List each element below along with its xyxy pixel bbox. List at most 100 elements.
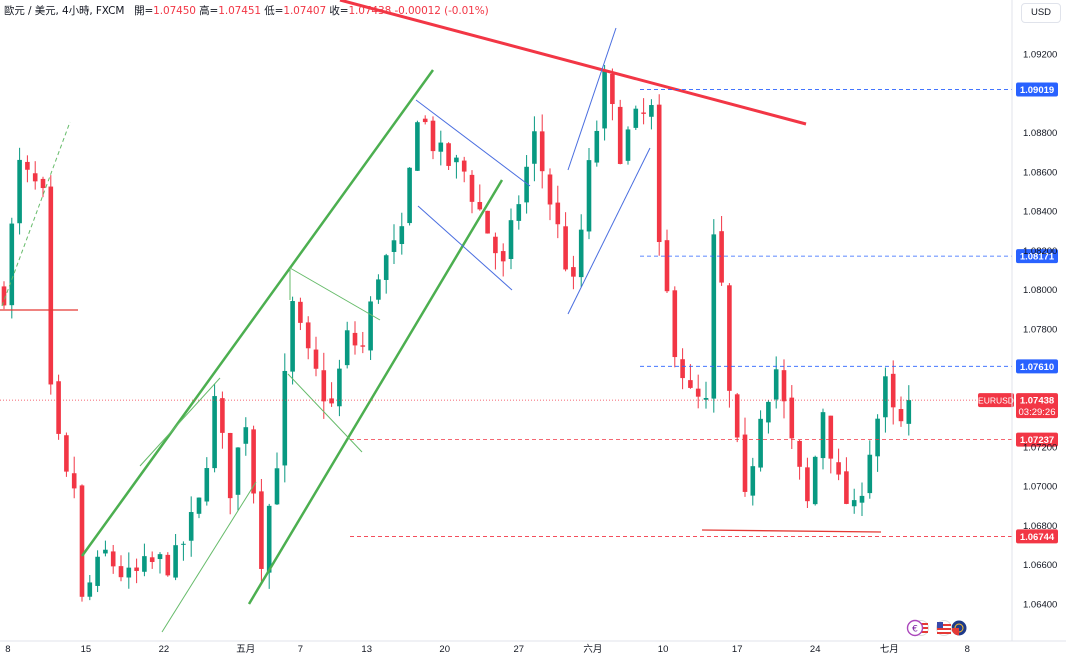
candle	[469, 170, 475, 214]
svg-text:€: €	[912, 625, 918, 635]
candle	[555, 185, 561, 239]
level-price-tag	[1016, 82, 1058, 97]
time-tick-label: 15	[81, 644, 92, 655]
eu-flag-icon[interactable]: €	[906, 619, 924, 637]
candle	[79, 484, 85, 602]
candle	[103, 540, 108, 557]
inner-channel-upper[interactable]	[139, 377, 221, 467]
time-tick-label: 17	[732, 644, 743, 655]
blue-wedge-lower[interactable]	[417, 205, 513, 291]
candle	[204, 457, 210, 506]
drawings	[0, 0, 882, 633]
candle	[165, 552, 171, 577]
candle	[664, 229, 670, 293]
low-label: 低=	[264, 5, 284, 17]
candle	[820, 408, 826, 470]
price-tick-label: 1.06600	[1023, 560, 1057, 571]
candle	[789, 385, 795, 450]
candle	[742, 417, 748, 497]
price-levels: 1.09019 1.08171 1.07610 1.07237 1.06744 EURUS…	[0, 82, 1058, 544]
low-value: 1.07407	[283, 5, 327, 17]
high-value: 1.07451	[218, 5, 261, 17]
level-price-tag	[1016, 432, 1058, 447]
price-tick-label: 1.08800	[1023, 128, 1057, 139]
candle	[539, 114, 545, 189]
level-price-label: 1.07237	[1020, 435, 1054, 446]
last-price-tag	[1016, 393, 1058, 419]
candle	[407, 167, 412, 226]
event-flags[interactable]: €	[906, 619, 972, 637]
candle	[321, 352, 327, 419]
time-axis[interactable]: 8 15 22 五月 7 13 20 27 六月 10 17 24 七月 8	[0, 640, 1066, 655]
price-tick-label: 1.08200	[1023, 246, 1057, 257]
symbol-tag	[978, 393, 1014, 408]
inner-channel-lower[interactable]	[161, 481, 257, 633]
price-tick-label: 1.07200	[1023, 442, 1057, 453]
price-axis[interactable]: 1.09200 1.08800 1.08600 1.08400 1.08200 1.080…	[1011, 0, 1057, 641]
symbol-tag-label: EURUSD	[978, 396, 1014, 406]
flag-icon[interactable]	[936, 620, 952, 636]
candle	[110, 544, 116, 574]
candle	[500, 243, 506, 277]
flag-line-a[interactable]	[289, 267, 381, 321]
candle	[805, 457, 810, 509]
currency-button[interactable]: USD	[1021, 3, 1061, 23]
candle	[56, 374, 61, 440]
candle	[578, 214, 584, 288]
candle	[17, 147, 22, 235]
candle	[836, 448, 841, 481]
candle	[64, 432, 69, 477]
candle	[305, 316, 311, 360]
symbol-name: 歐元 / 美元, 4小時, FXCM	[4, 5, 125, 17]
candle	[688, 364, 693, 389]
time-tick-label: 20	[439, 644, 450, 655]
candle	[1, 281, 7, 310]
candle	[274, 452, 280, 506]
candle	[516, 195, 522, 230]
candle	[602, 64, 607, 141]
candle	[149, 551, 155, 569]
red-support-bottom[interactable]	[701, 529, 882, 533]
candle	[867, 440, 873, 499]
candle	[360, 331, 366, 354]
candle	[290, 296, 295, 385]
candle	[773, 356, 779, 409]
level-price-label: 1.06744	[1020, 532, 1055, 543]
candle	[711, 219, 717, 413]
candle	[906, 385, 912, 436]
flag-line-b[interactable]	[287, 373, 363, 453]
candle	[828, 415, 834, 474]
green-dashed-line[interactable]	[1, 121, 71, 307]
candle	[368, 296, 373, 361]
candle	[477, 184, 483, 211]
time-tick-label: 27	[514, 644, 525, 655]
candle	[672, 286, 678, 368]
close-value: 1.07438	[348, 5, 392, 17]
price-tick-label: 1.08000	[1023, 285, 1057, 296]
descending-resistance-line[interactable]	[339, 0, 807, 126]
time-tick-label: 13	[361, 644, 372, 655]
candle	[188, 496, 194, 557]
candle	[399, 212, 405, 255]
candle	[454, 154, 459, 179]
candle	[859, 482, 865, 517]
price-tick-label: 1.07000	[1023, 482, 1057, 493]
candle	[485, 210, 490, 234]
blue-rising-upper[interactable]	[567, 27, 617, 171]
candle	[25, 155, 30, 183]
time-tick-label: 10	[658, 644, 669, 655]
blue-rising-lower[interactable]	[567, 147, 651, 315]
channel-upper-line[interactable]	[80, 69, 435, 557]
candle	[227, 432, 233, 515]
blue-wedge-upper[interactable]	[415, 99, 531, 187]
candle	[352, 321, 358, 355]
candle	[524, 155, 529, 214]
candle	[344, 321, 350, 369]
last-price-label: 1.07438	[1020, 396, 1054, 407]
event-flag-icon[interactable]	[951, 620, 967, 636]
candle	[625, 126, 631, 165]
candle	[547, 168, 553, 221]
close-label: 收=	[329, 5, 349, 17]
channel-lower-line[interactable]	[247, 179, 504, 605]
